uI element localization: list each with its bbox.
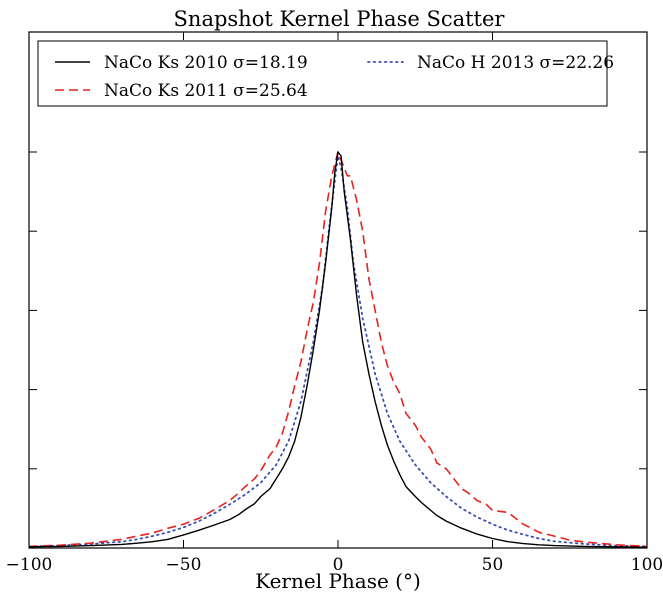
x-tick-label: −50 — [166, 555, 202, 575]
x-tick-label: 0 — [333, 555, 344, 575]
x-tick-label: 50 — [482, 555, 504, 575]
series-line-dotted — [28, 155, 648, 548]
x-axis-ticks: −100 −50 0 50 100 — [6, 32, 663, 575]
chart-title: Snapshot Kernel Phase Scatter — [174, 7, 506, 31]
legend-label-ks2010: NaCo Ks 2010 σ=18.19 — [104, 53, 308, 73]
series-line-solid — [28, 151, 648, 548]
plot-frame — [28, 31, 648, 549]
legend-label-ks2011: NaCo Ks 2011 σ=25.64 — [104, 81, 308, 101]
y-axis-ticks — [29, 151, 647, 549]
series-line-dashed — [28, 151, 648, 548]
legend-label-h2013: NaCo H 2013 σ=22.26 — [417, 53, 614, 73]
x-tick-label: 100 — [631, 555, 663, 575]
x-axis-label: Kernel Phase (°) — [255, 569, 421, 593]
legend-box — [37, 40, 608, 107]
legend: NaCo Ks 2010 σ=18.19 NaCo Ks 2011 σ=25.6… — [37, 40, 614, 107]
x-tick-label: −100 — [6, 555, 53, 575]
series-layer — [28, 151, 648, 548]
